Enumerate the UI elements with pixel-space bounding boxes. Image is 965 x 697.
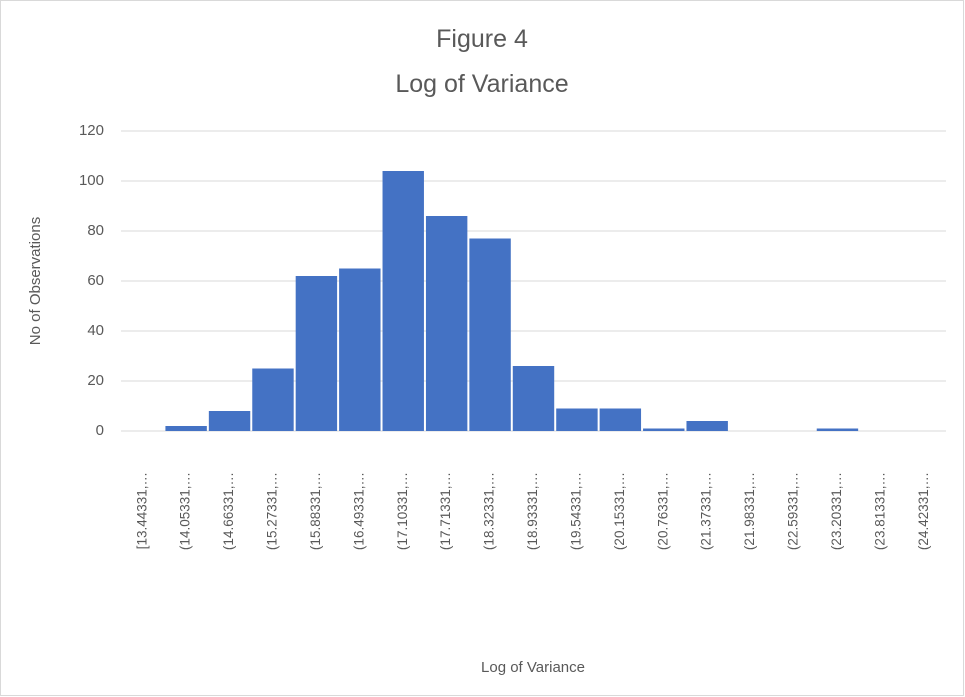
bar (469, 238, 511, 431)
y-tick-label: 0 (96, 422, 104, 439)
bar (252, 368, 294, 431)
chart-title: Figure 4 (436, 25, 528, 53)
bar (295, 276, 338, 431)
y-tick-label: 60 (87, 272, 104, 289)
x-tick-label: (18.32331,… (482, 472, 497, 550)
x-tick-label: (19.54331,… (568, 472, 583, 550)
bar (208, 411, 251, 431)
x-tick-label: (15.27331,… (265, 472, 280, 550)
bar (816, 428, 859, 431)
bar (643, 428, 685, 431)
bar (339, 268, 381, 431)
x-tick-label: (24.42331,… (916, 472, 931, 550)
bar (512, 366, 555, 431)
y-axis-title: No of Observations (27, 217, 44, 345)
x-tick-label: (21.37331,… (699, 472, 714, 550)
x-tick-label: (23.20331,… (829, 472, 844, 550)
x-tick-label: [13.44331,… (134, 472, 149, 549)
y-tick-label: 120 (79, 122, 104, 139)
x-tick-label: (22.59331,… (786, 472, 801, 550)
bar (425, 216, 468, 431)
x-tick-label: (18.93331,… (525, 472, 540, 550)
x-axis-title: Log of Variance (481, 659, 585, 676)
bar (599, 408, 642, 431)
x-tick-label: (14.66331,… (221, 472, 236, 550)
x-tick-label: (15.88331,… (308, 472, 323, 550)
bar (686, 421, 728, 431)
y-tick-label: 20 (87, 372, 104, 389)
y-tick-label: 40 (87, 322, 104, 339)
x-tick-label: (20.15331,… (612, 472, 627, 550)
bar (382, 171, 424, 431)
x-tick-label: (21.98331,… (742, 472, 757, 550)
x-tick-label: (23.81331,… (872, 472, 887, 550)
x-tick-label: (16.49331,… (351, 472, 366, 550)
x-tick-label: (17.10331,… (395, 472, 410, 550)
x-tick-label: (14.05331,… (178, 472, 193, 550)
x-tick-label: (20.76331,… (655, 472, 670, 550)
y-tick-label: 100 (79, 172, 104, 189)
x-tick-label: (17.71331,… (438, 472, 453, 550)
y-tick-label: 80 (87, 222, 104, 239)
chart-subtitle: Log of Variance (395, 70, 568, 98)
bar (165, 426, 207, 431)
bar (556, 408, 598, 431)
